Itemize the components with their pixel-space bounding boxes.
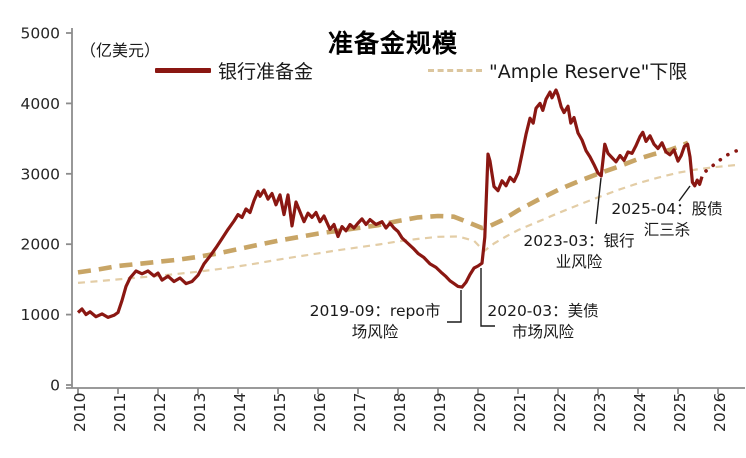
- annotation-line: 2019-09：repo市: [309, 302, 441, 320]
- y-axis-unit-label: （亿美元）: [80, 41, 161, 60]
- legend-label-bank-reserves: 银行准备金: [218, 61, 314, 83]
- x-tick-label: 2021: [511, 393, 529, 432]
- x-tick-label: 2026: [711, 393, 729, 432]
- chart-title: 准备金规模: [327, 29, 458, 58]
- x-tick-label: 2012: [151, 393, 169, 432]
- x-tick-label: 2023: [591, 393, 609, 432]
- annotation-repo-2019-09: 2019-09：repo市 场风险: [300, 301, 450, 343]
- legend-label-ample-reserve-floor: "Ample Reserve"下限: [489, 61, 688, 83]
- x-tick-label: 2010: [71, 393, 89, 432]
- legend-item-ample-reserve-floor: "Ample Reserve"下限: [428, 57, 687, 84]
- x-tick-label: 2019: [431, 393, 449, 432]
- ample-reserve-floor-thick-line: [77, 140, 689, 275]
- x-tick-label: 2014: [231, 393, 249, 432]
- bank-reserves-line: [76, 88, 704, 319]
- y-tick-label: 0: [50, 377, 60, 395]
- legend-solid-line-swatch: [155, 68, 211, 73]
- annotation-line: 2025-04：股债: [611, 200, 723, 218]
- x-tick-label: 2017: [351, 393, 369, 432]
- ample-reserve-floor-thin-line: [77, 163, 741, 284]
- annotation-line: 场风险: [351, 322, 399, 341]
- y-tick-label: 4000: [21, 95, 60, 113]
- x-tick-label: 2025: [671, 393, 689, 432]
- x-tick-label: 2024: [631, 393, 649, 432]
- annotation-line: 2023-03：银行: [523, 232, 635, 250]
- annotation-connector-banking-2023-03: [595, 177, 602, 225]
- x-tick-label: 2011: [111, 393, 129, 432]
- legend-item-bank-reserves: 银行准备金: [155, 57, 313, 84]
- annotation-line: 业风险: [555, 252, 603, 271]
- y-tick-label: 1000: [21, 306, 60, 324]
- y-tick-label: 3000: [21, 165, 60, 183]
- annotation-banking-2023-03: 2023-03：银行 业风险: [512, 231, 646, 273]
- x-tick-label: 2013: [191, 393, 209, 432]
- annotation-line: 2020-03：美债: [487, 302, 599, 320]
- annotation-line: 市场风险: [511, 322, 574, 341]
- x-tick-label: 2020: [471, 393, 489, 432]
- annotation-connector-triple-selloff-2025-04: [678, 185, 691, 202]
- x-tick-label: 2016: [311, 393, 329, 432]
- annotation-ust-2020-03: 2020-03：美债 市场风险: [473, 301, 613, 343]
- bank-reserves-forecast-line: [704, 148, 742, 173]
- annotation-connector-ust-2020-03: [480, 268, 495, 327]
- x-tick-label: 2022: [551, 393, 569, 432]
- y-tick-label: 2000: [21, 236, 60, 254]
- annotation-line: 汇三杀: [643, 220, 691, 239]
- y-tick-label: 5000: [21, 25, 60, 43]
- annotation-connector-repo-2019-09: [447, 290, 462, 323]
- x-tick-label: 2015: [271, 393, 289, 432]
- annotation-triple-selloff-2025-04: 2025-04：股债 汇三杀: [601, 199, 733, 241]
- x-tick-label: 2018: [391, 393, 409, 432]
- legend-dashed-line-swatch: [428, 69, 482, 72]
